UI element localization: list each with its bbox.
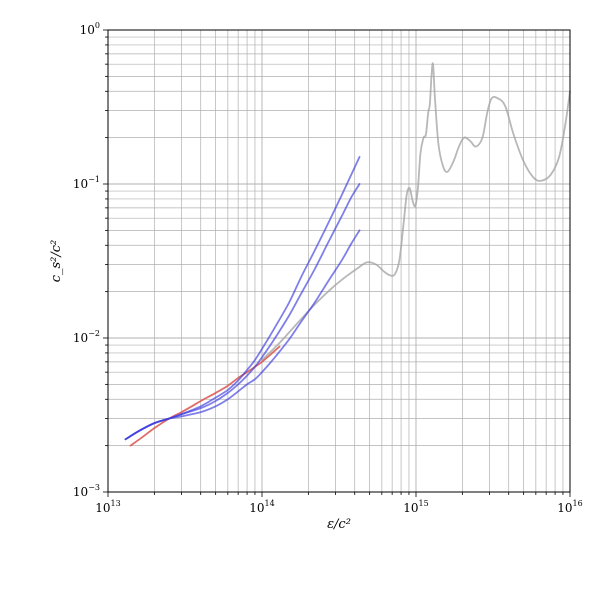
x-tick-label: 1014: [249, 499, 274, 515]
x-tick-base: 10: [95, 501, 110, 515]
x-tick-labels: 1013 1014 1015 1016: [95, 499, 582, 515]
y-axis-label-text: c_s²/c²: [49, 240, 64, 283]
series-line-1: [261, 62, 571, 361]
y-axis-label: c_s²/c²: [49, 240, 64, 283]
y-tick-exponent: −2: [88, 329, 100, 338]
grid-lines: [107, 29, 571, 493]
x-axis-label: ε/c²: [327, 517, 351, 532]
y-tick-base: 10: [80, 23, 95, 37]
x-tick-exponent: 16: [573, 499, 583, 508]
plot-frame: [107, 29, 571, 493]
y-tick-label: 100: [80, 21, 100, 37]
x-tick-base: 10: [557, 501, 572, 515]
x-tick-label: 1015: [403, 499, 428, 515]
data-series: [124, 62, 571, 447]
axis-ticks: [103, 29, 571, 497]
x-tick-label: 1013: [95, 499, 120, 515]
series-line-2: [129, 345, 281, 447]
y-tick-exponent: −1: [88, 175, 100, 184]
y-tick-label: 10−1: [73, 175, 100, 191]
x-tick-exponent: 14: [265, 499, 275, 508]
y-tick-label: 10−2: [73, 329, 100, 345]
x-tick-exponent: 13: [111, 499, 121, 508]
x-axis-label-text: ε/c²: [327, 517, 351, 532]
y-tick-base: 10: [73, 331, 88, 345]
y-tick-exponent: −3: [88, 483, 100, 492]
series-line-5: [124, 229, 361, 441]
x-tick-label: 1016: [557, 499, 582, 515]
y-tick-base: 10: [73, 485, 88, 499]
y-tick-label: 10−3: [73, 483, 100, 499]
y-tick-exponent: 0: [95, 21, 100, 30]
y-tick-base: 10: [73, 177, 88, 191]
x-tick-base: 10: [249, 501, 264, 515]
x-tick-exponent: 15: [419, 499, 429, 508]
x-tick-base: 10: [403, 501, 418, 515]
